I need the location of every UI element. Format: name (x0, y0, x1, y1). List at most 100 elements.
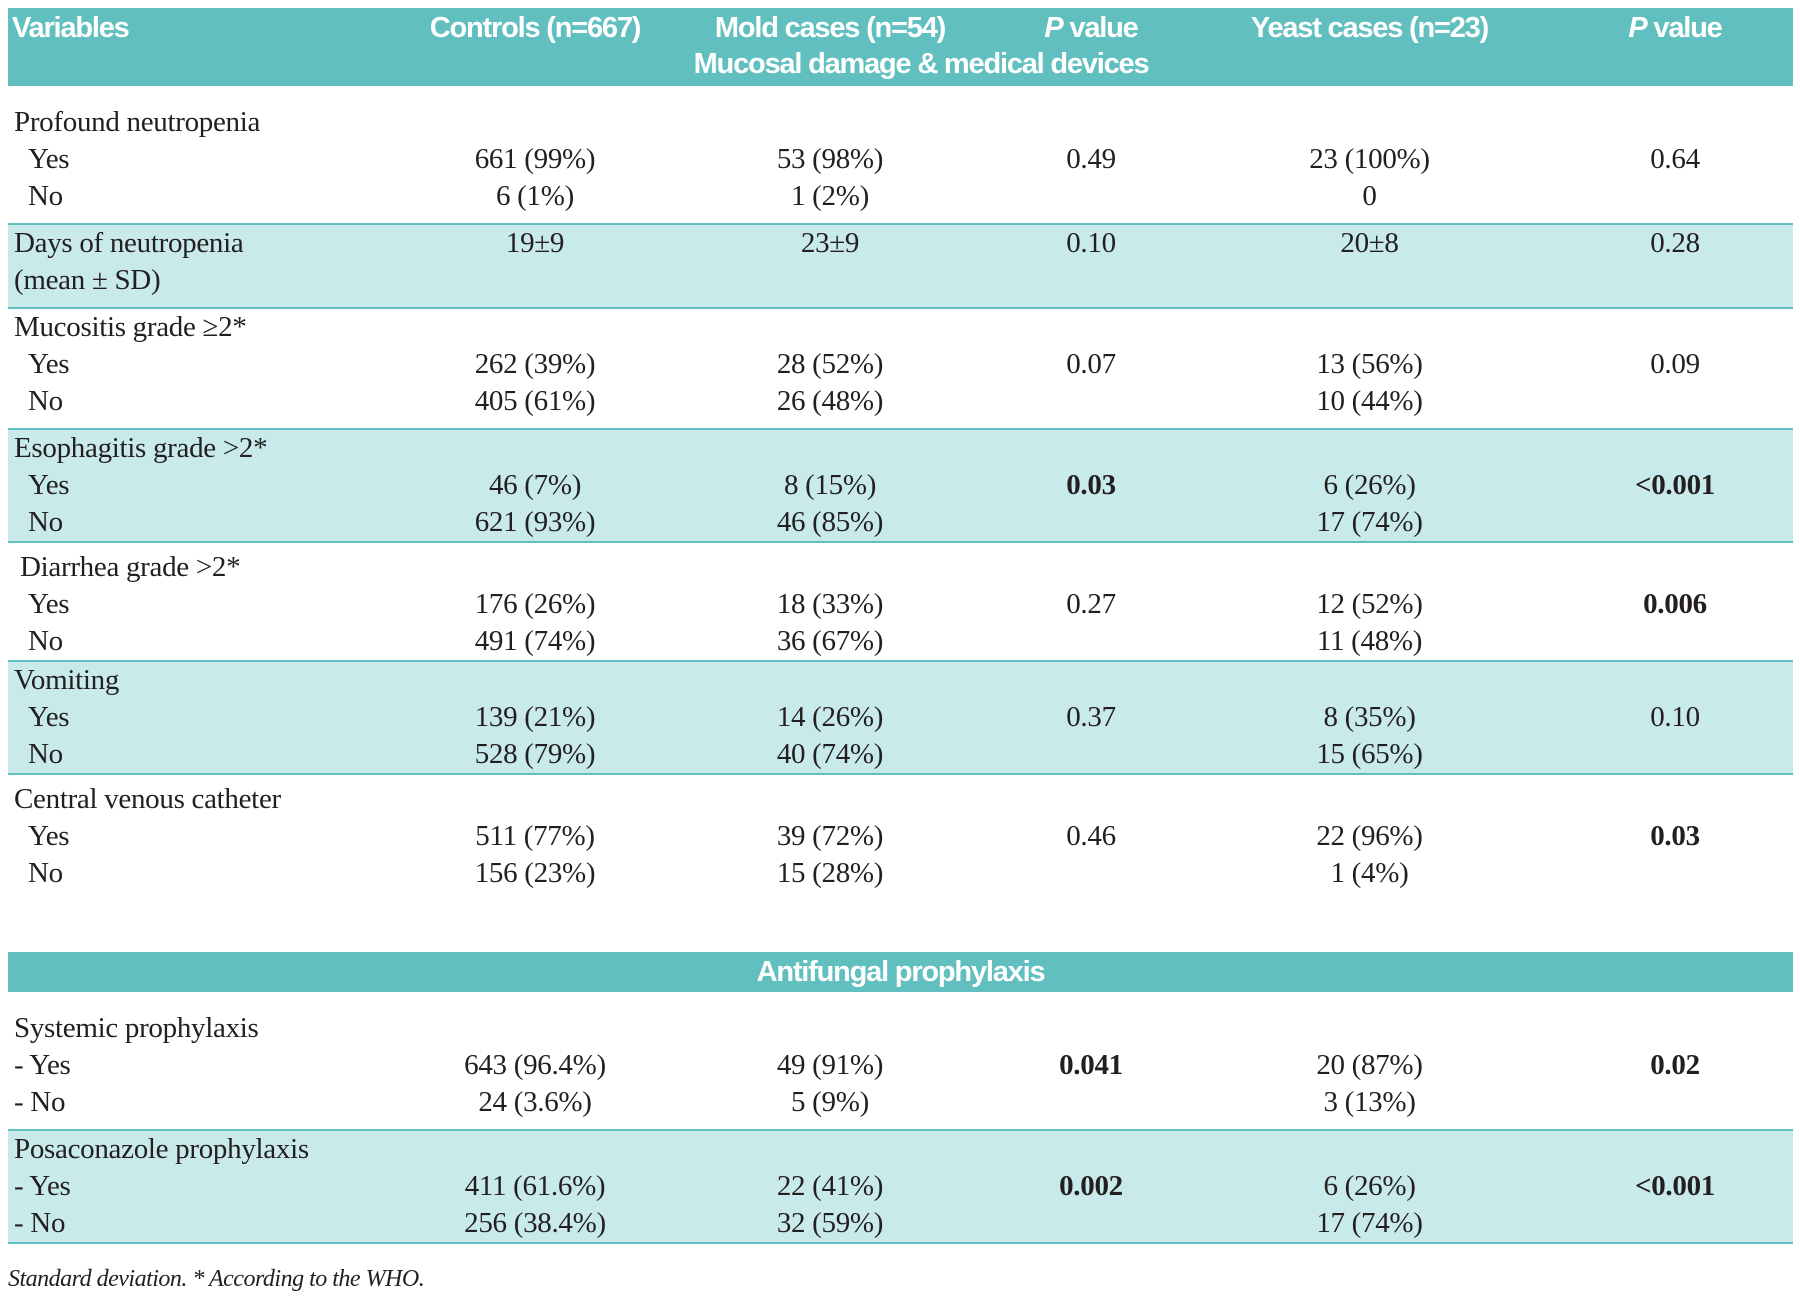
row-sublabel: Yes (28, 820, 70, 852)
row-sublabel: Yes (28, 348, 70, 380)
cell-mold: 8 (15%) (783, 469, 877, 501)
cell-p-value: 0.37 (1066, 701, 1116, 733)
row-label: Posaconazole prophylaxis (14, 1133, 309, 1165)
cell-p-value: 0.49 (1066, 143, 1116, 175)
header-mold-group: Mold cases (n=54) P value Mucosal damage… (660, 8, 1182, 86)
cell-p-value: 0.03 (1066, 469, 1116, 501)
cell-p-value: 0.28 (1650, 227, 1700, 259)
row-sublabel: No (28, 506, 63, 538)
row-label: Diarrhea grade >2* (20, 551, 241, 583)
cell-controls: 661 (99%) (474, 143, 596, 175)
cell-controls: 411 (61.6%) (464, 1170, 606, 1202)
row-sublabel: Yes (28, 143, 70, 175)
cell-yeast: 15 (65%) (1316, 738, 1423, 770)
header-p-value-1: P value (1044, 12, 1138, 44)
cell-p-value: 0.46 (1066, 820, 1116, 852)
row-sublabel: No (28, 738, 63, 770)
cell-yeast: 10 (44%) (1316, 385, 1423, 417)
cell-mold: 32 (59%) (776, 1207, 884, 1239)
cell-mold: 14 (26%) (776, 701, 884, 733)
table-row: Posaconazole prophylaxis - Yes - No 411 … (8, 1130, 1793, 1244)
cell-controls: 176 (26%) (474, 588, 596, 620)
cell-mold: 53 (98%) (776, 143, 884, 175)
cell-controls: 46 (7%) (488, 469, 582, 501)
section-title: Antifungal prophylaxis (8, 952, 1793, 992)
table-row: Systemic prophylaxis - Yes - No 643 (96.… (8, 992, 1793, 1131)
cell-mold: 36 (67%) (776, 625, 884, 657)
footnote: Standard deviation. * According to the W… (8, 1266, 425, 1292)
cell-yeast: 11 (48%) (1316, 625, 1423, 657)
header-controls: Controls (n=667) (429, 12, 642, 44)
row-sublabel: No (28, 385, 63, 417)
cell-yeast: 8 (35%) (1323, 701, 1416, 733)
section-header: Antifungal prophylaxis (8, 952, 1793, 992)
cell-controls: 528 (79%) (474, 738, 596, 770)
cell-p-value: 0.03 (1650, 820, 1700, 852)
table-row: Esophagitis grade >2* Yes No 46 (7%) 621 … (8, 429, 1793, 543)
cell-yeast: 20±8 (1340, 227, 1399, 259)
row-sublabel: Yes (28, 701, 70, 733)
table-container: Variables Controls (n=667) Mold cases (n… (8, 8, 1793, 1244)
cell-yeast: 17 (74%) (1316, 506, 1423, 538)
table-row: Mucositis grade ≥2* Yes No 262 (39%) 405 … (8, 308, 1793, 430)
cell-yeast: 12 (52%) (1316, 588, 1423, 620)
row-sublabel: Yes (28, 469, 70, 501)
cell-p-value: 0.041 (1059, 1049, 1123, 1081)
table-row: Vomiting Yes No 139 (21%) 528 (79%) 14 (2… (8, 661, 1793, 775)
cell-mold: 28 (52%) (776, 348, 884, 380)
cell-p-value: 0.10 (1650, 701, 1700, 733)
cell-yeast: 1 (4%) (1330, 857, 1409, 889)
cell-mold: 18 (33%) (776, 588, 884, 620)
cell-p-value: <0.001 (1635, 1170, 1715, 1202)
cell-mold: 1 (2%) (791, 180, 869, 212)
cell-yeast: 22 (96%) (1316, 820, 1423, 852)
table-row: Profound neutropenia Yes No 661 (99%) 6 (… (8, 86, 1793, 225)
table-row: Diarrhea grade >2* Yes No 176 (26%) 491 (… (8, 542, 1793, 662)
cell-mold: 5 (9%) (791, 1086, 869, 1118)
row-sublabel: No (28, 180, 63, 212)
data-table: Variables Controls (n=667) Mold cases (n… (8, 8, 1793, 1244)
header-group-label: Mucosal damage & medical devices (693, 48, 1150, 80)
row-sublabel: - Yes (14, 1049, 71, 1081)
row-label: Profound neutropenia (14, 106, 261, 138)
cell-p-value: 0.09 (1650, 348, 1700, 380)
cell-p-value: 0.07 (1066, 348, 1116, 380)
cell-controls: 6 (1%) (496, 180, 574, 212)
header-mold: Mold cases (n=54) (714, 12, 946, 44)
cell-p-value: 0.02 (1650, 1049, 1700, 1081)
cell-controls: 405 (61%) (474, 385, 596, 417)
cell-yeast: 20 (87%) (1316, 1049, 1423, 1081)
cell-p-value: <0.001 (1635, 469, 1715, 501)
header-variables: Variables (12, 12, 130, 44)
row-sublabel: No (28, 625, 63, 657)
table-row: Central venous catheter Yes No 511 (77%)… (8, 774, 1793, 892)
cell-controls: 24 (3.6%) (478, 1086, 592, 1118)
cell-p-value: 0.006 (1643, 588, 1707, 620)
row-label: Days of neutropenia (14, 227, 244, 259)
header-yeast: Yeast cases (n=23) (1250, 12, 1489, 44)
cell-controls: 621 (93%) (474, 506, 596, 538)
cell-yeast: 6 (26%) (1323, 1170, 1416, 1202)
cell-p-value: 0.64 (1650, 143, 1700, 175)
cell-p-value: 0.10 (1066, 227, 1116, 259)
cell-controls: 643 (96.4%) (464, 1049, 606, 1081)
table-row: Days of neutropenia (mean ± SD) 19±9 23±… (8, 224, 1793, 309)
cell-controls: 491 (74%) (474, 625, 596, 657)
row-sublabel: - No (14, 1207, 66, 1239)
cell-mold: 49 (91%) (776, 1049, 884, 1081)
cell-yeast: 0 (1362, 180, 1377, 212)
row-label: Systemic prophylaxis (14, 1012, 259, 1044)
cell-mold: 39 (72%) (776, 820, 884, 852)
cell-mold: 23±9 (800, 227, 860, 259)
cell-mold: 26 (48%) (776, 385, 884, 417)
cell-yeast: 17 (74%) (1316, 1207, 1423, 1239)
row-sublabel: - Yes (14, 1170, 71, 1202)
row-label: Central venous catheter (14, 783, 281, 815)
cell-mold: 40 (74%) (776, 738, 884, 770)
cell-controls: 156 (23%) (474, 857, 596, 889)
row-sublabel: No (28, 857, 63, 889)
row-label: (mean ± SD) (14, 264, 161, 296)
row-label: Esophagitis grade >2* (14, 432, 268, 464)
row-sublabel: - No (14, 1086, 66, 1118)
cell-yeast: 6 (26%) (1323, 469, 1416, 501)
